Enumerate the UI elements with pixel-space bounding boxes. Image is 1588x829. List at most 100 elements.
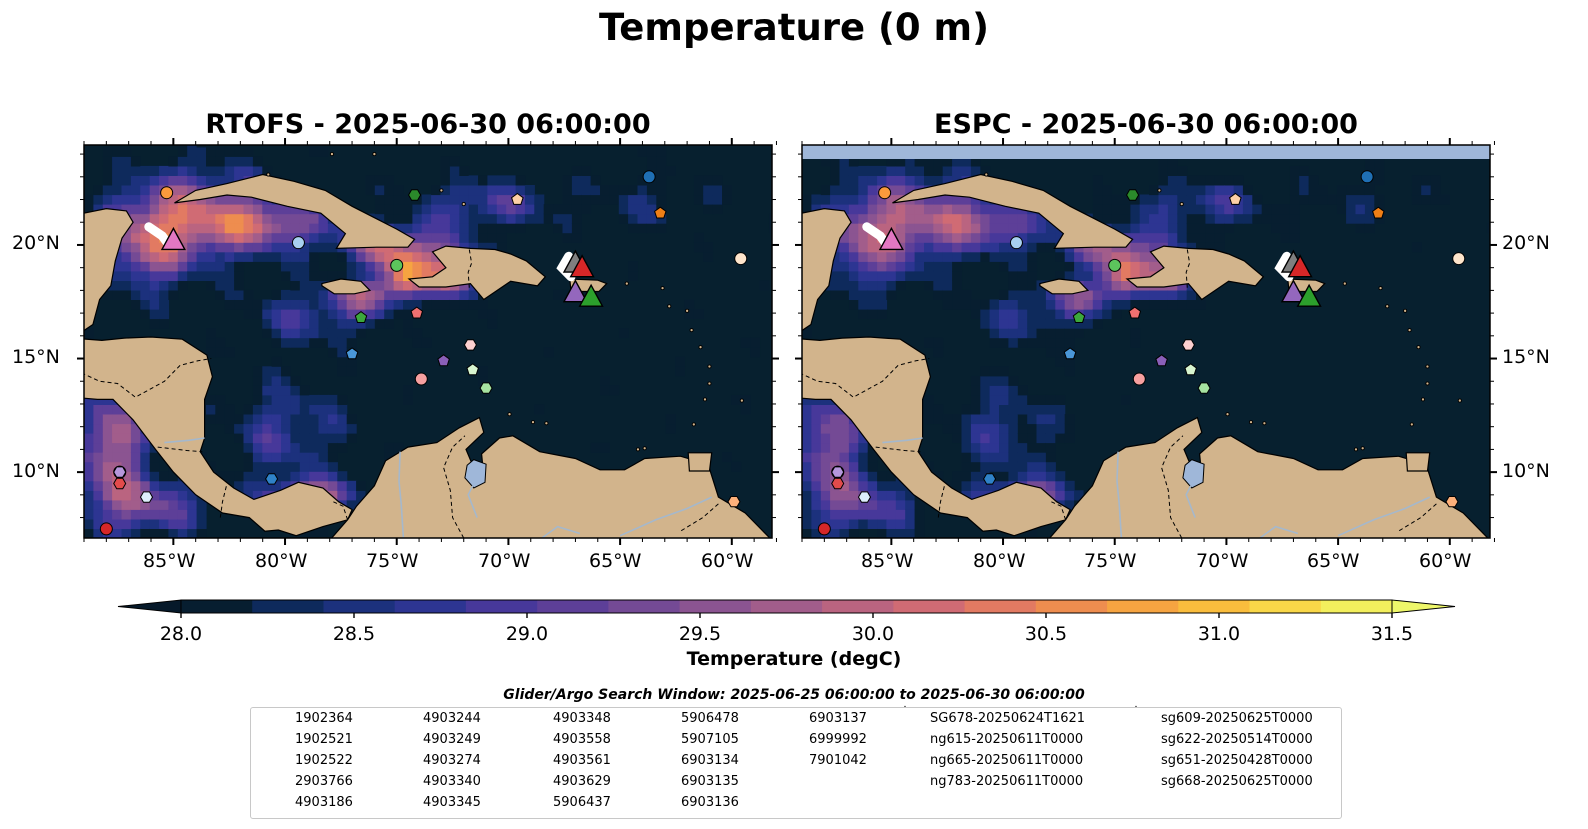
temperature-cell xyxy=(1017,251,1028,262)
temperature-cell xyxy=(478,309,488,320)
temperature-cell xyxy=(867,509,878,520)
temperature-cell xyxy=(262,452,273,463)
temperature-cell xyxy=(1008,328,1019,339)
temperature-cell xyxy=(970,433,981,444)
temperature-cell xyxy=(600,194,610,205)
temperature-cell xyxy=(820,442,831,453)
temperature-cell xyxy=(970,442,981,453)
legend-label-4903186: 4903186 xyxy=(295,795,353,810)
temperature-cell xyxy=(618,194,629,205)
temperature-cell xyxy=(848,423,859,434)
temperature-cell xyxy=(999,385,1009,396)
temperature-cell xyxy=(1346,185,1357,196)
temperature-cell xyxy=(234,270,245,281)
temperature-cell xyxy=(159,204,170,215)
temperature-cell xyxy=(1252,194,1263,205)
temperature-cell xyxy=(961,471,972,482)
temperature-cell xyxy=(1139,261,1150,272)
argo-float-4903561 xyxy=(1108,258,1122,272)
temperature-cell xyxy=(933,223,944,234)
temperature-cell xyxy=(403,318,413,329)
temperature-cell xyxy=(628,213,639,224)
temperature-cell xyxy=(271,404,282,415)
temperature-cell xyxy=(130,261,141,272)
temperature-cell xyxy=(1064,289,1075,300)
temperature-cell xyxy=(121,261,132,272)
temperature-cell xyxy=(961,299,972,310)
temperature-cell xyxy=(980,433,991,444)
glider-ng665-20250611T0000 xyxy=(578,283,604,307)
temperature-cell xyxy=(820,480,831,491)
temperature-cell xyxy=(933,175,944,186)
temperature-cell xyxy=(412,204,423,215)
temperature-cell xyxy=(970,204,981,215)
temperature-cell xyxy=(299,337,310,348)
temperature-cell xyxy=(830,442,841,453)
temperature-cell xyxy=(924,461,934,472)
temperature-cell xyxy=(468,289,479,300)
temperature-cell xyxy=(961,242,972,253)
temperature-cell xyxy=(84,528,94,538)
temperature-cell xyxy=(327,270,338,281)
temperature-cell xyxy=(703,204,714,215)
temperature-cell xyxy=(271,461,282,472)
temperature-cell xyxy=(1017,223,1028,234)
argo-float-5907105 xyxy=(831,477,845,490)
temperature-cell xyxy=(895,175,906,186)
argo-float-1902522 xyxy=(345,347,359,360)
small-island xyxy=(461,202,466,207)
temperature-cell xyxy=(1036,442,1047,453)
small-island xyxy=(266,172,271,177)
temperature-cell xyxy=(140,251,151,262)
temperature-cell xyxy=(820,433,831,444)
temperature-cell xyxy=(693,309,704,320)
temperature-cell xyxy=(1008,309,1019,320)
temperature-cell xyxy=(449,299,460,310)
temperature-cell xyxy=(839,480,850,491)
temperature-cell xyxy=(1017,309,1028,320)
temperature-cell xyxy=(196,251,207,262)
temperature-cell xyxy=(112,499,123,510)
temperature-cell xyxy=(924,165,934,176)
temperature-cell xyxy=(999,433,1009,444)
temperature-cell xyxy=(309,337,320,348)
temperature-cell xyxy=(356,299,367,310)
temperature-cell xyxy=(858,461,869,472)
temperature-cell xyxy=(168,213,179,224)
temperature-cell xyxy=(318,242,329,253)
temperature-cell xyxy=(1008,261,1019,272)
temperature-cell xyxy=(989,242,1000,253)
temperature-cell xyxy=(830,423,841,434)
temperature-cell xyxy=(1092,213,1103,224)
argo-float-1902521 xyxy=(983,473,997,485)
temperature-cell xyxy=(1205,232,1216,243)
temperature-cell xyxy=(914,270,925,281)
temperature-cell xyxy=(1064,318,1075,329)
temperature-cell xyxy=(830,528,841,538)
argo-float-4903186 xyxy=(857,491,872,503)
temperature-cell xyxy=(1027,242,1038,253)
temperature-cell xyxy=(1092,194,1103,205)
temperature-cell xyxy=(309,280,320,291)
temperature-cell xyxy=(234,433,245,444)
temperature-cell xyxy=(1027,423,1038,434)
temperature-cell xyxy=(506,204,517,215)
temperature-cell xyxy=(252,232,263,243)
temperature-cell xyxy=(1374,175,1385,186)
temperature-cell xyxy=(140,232,151,243)
temperature-cell xyxy=(412,223,423,234)
small-island xyxy=(691,422,696,427)
colorbar-segment xyxy=(964,600,1037,613)
temperature-cell xyxy=(234,280,245,291)
temperature-cell xyxy=(924,404,934,415)
temperature-cell xyxy=(346,490,357,501)
temperature-cell xyxy=(999,366,1009,377)
temperature-cell xyxy=(515,185,526,196)
temperature-cell xyxy=(243,251,254,262)
lat-label-10n-left: 10°N xyxy=(12,460,60,482)
temperature-cell xyxy=(1355,204,1366,215)
temperature-cell xyxy=(571,213,582,224)
temperature-cell xyxy=(271,452,282,463)
temperature-cell xyxy=(337,337,348,348)
temperature-cell xyxy=(281,423,291,434)
